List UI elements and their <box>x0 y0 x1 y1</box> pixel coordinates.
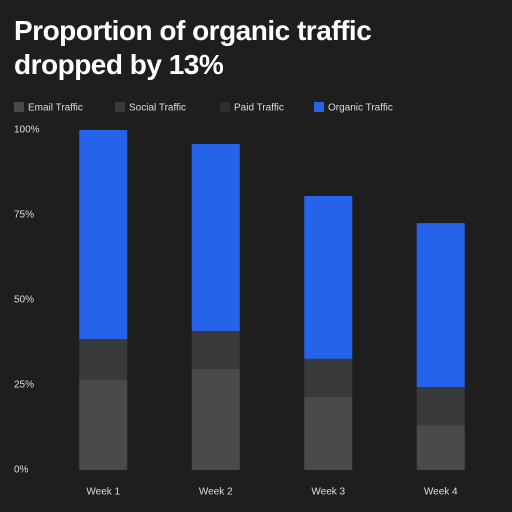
x-tick-label: Week 1 <box>86 487 120 498</box>
y-tick-label: 75% <box>14 210 34 221</box>
bar-segment <box>79 130 128 340</box>
bar-segment <box>191 330 240 370</box>
chart-title: Proportion of organic traffic dropped by… <box>14 15 372 80</box>
y-tick-label: 100% <box>14 125 40 136</box>
x-tick-label: Week 2 <box>199 487 233 498</box>
legend-label: Social Traffic <box>129 103 186 114</box>
bar-segment <box>416 425 465 470</box>
bar-segment <box>416 223 465 388</box>
bar-segment <box>304 358 353 397</box>
legend-swatch <box>115 102 125 112</box>
legend-label: Organic Traffic <box>328 103 393 114</box>
bar-segment <box>191 369 240 470</box>
y-tick-label: 50% <box>14 295 34 306</box>
bar-segment <box>79 379 128 470</box>
bar-segment <box>304 195 353 359</box>
legend-swatch <box>14 102 24 112</box>
legend-label: Paid Traffic <box>234 103 284 114</box>
y-tick-label: 25% <box>14 380 34 391</box>
y-tick-label: 0% <box>14 465 29 476</box>
x-tick-label: Week 3 <box>311 487 345 498</box>
bar-segment <box>416 387 465 426</box>
legend-label: Email Traffic <box>28 103 83 114</box>
bar-segment <box>304 396 353 470</box>
legend-swatch <box>314 102 324 112</box>
legend-swatch <box>220 102 230 112</box>
x-tick-label: Week 4 <box>424 487 458 498</box>
bar-segment <box>191 143 240 331</box>
bar-segment <box>79 339 128 380</box>
